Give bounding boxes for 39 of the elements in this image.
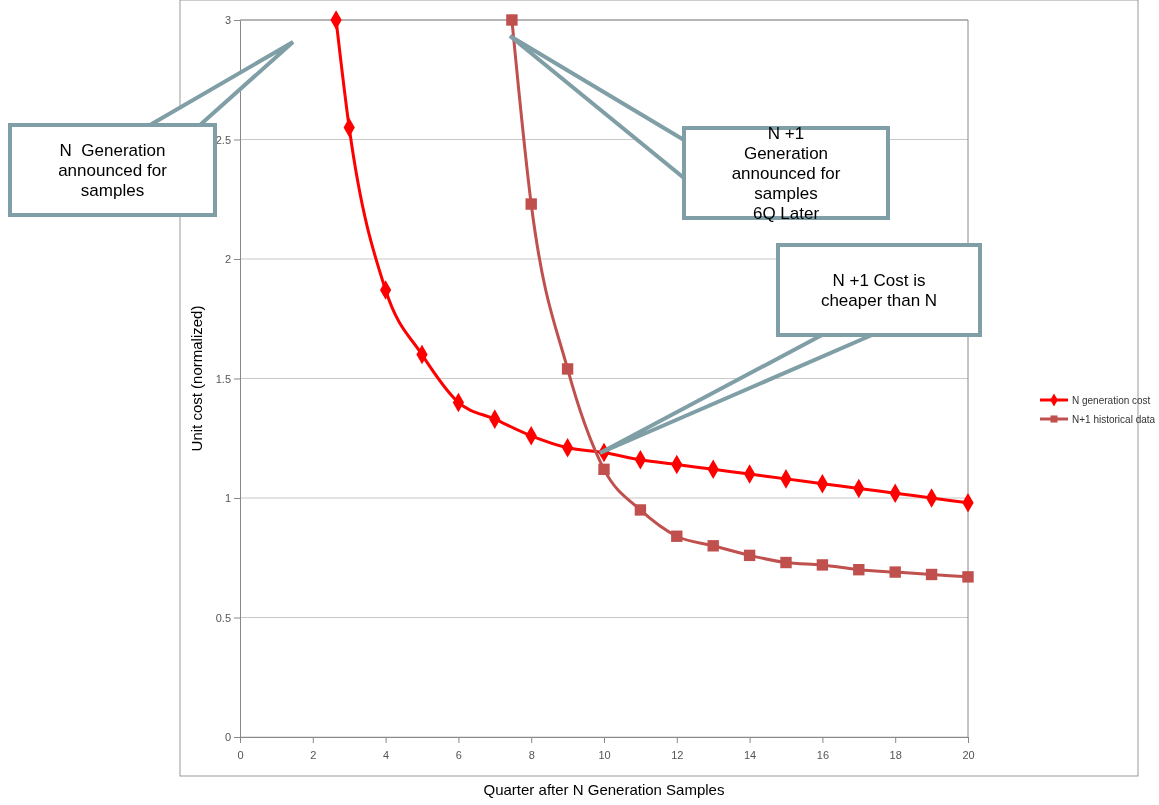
point xyxy=(925,568,938,581)
y-tick-label: 3 xyxy=(224,14,231,27)
x-tick-label: 4 xyxy=(383,749,390,762)
point xyxy=(743,549,756,562)
y-axis-title: Unit cost (normalized) xyxy=(188,305,205,452)
x-tick-label: 8 xyxy=(528,749,535,762)
legend-label: N+1 historical data xyxy=(1072,414,1156,425)
point xyxy=(561,363,574,375)
legend-label: N generation cost xyxy=(1072,395,1151,406)
annotation: N +1 Cost is cheaper than N xyxy=(820,271,938,310)
x-axis-title: Quarter after N Generation Samples xyxy=(483,781,725,798)
x-tick-label: 14 xyxy=(743,749,757,762)
annotation: N +1 Generation announced for samples 6Q Later xyxy=(731,124,841,223)
point xyxy=(962,571,974,583)
y-tick-label: 0 xyxy=(224,731,231,744)
point xyxy=(780,556,792,569)
x-tick-label: 16 xyxy=(816,749,830,762)
point xyxy=(671,530,683,542)
point xyxy=(598,463,610,476)
y-tick-label: 0.5 xyxy=(215,611,231,624)
y-tick-label: 1.5 xyxy=(215,372,231,385)
y-tick-label: 2 xyxy=(224,253,231,266)
x-tick-label: 12 xyxy=(671,749,684,762)
point xyxy=(889,566,901,578)
y-tick-label: 2.5 xyxy=(215,133,231,146)
x-tick-label: 0 xyxy=(237,749,244,762)
point xyxy=(525,198,537,210)
point xyxy=(506,14,518,26)
x-tick-label: 10 xyxy=(598,749,611,762)
point xyxy=(707,540,719,552)
x-tick-label: 6 xyxy=(455,749,462,762)
y-tick-label: 1 xyxy=(224,492,231,505)
x-tick-label: 18 xyxy=(889,749,902,762)
point xyxy=(853,564,865,576)
text: N Generation announced for samples xyxy=(58,141,168,200)
x-tick-label: 2 xyxy=(310,749,317,762)
point xyxy=(816,559,829,571)
point xyxy=(634,504,647,516)
x-tick-label: 20 xyxy=(962,749,975,762)
